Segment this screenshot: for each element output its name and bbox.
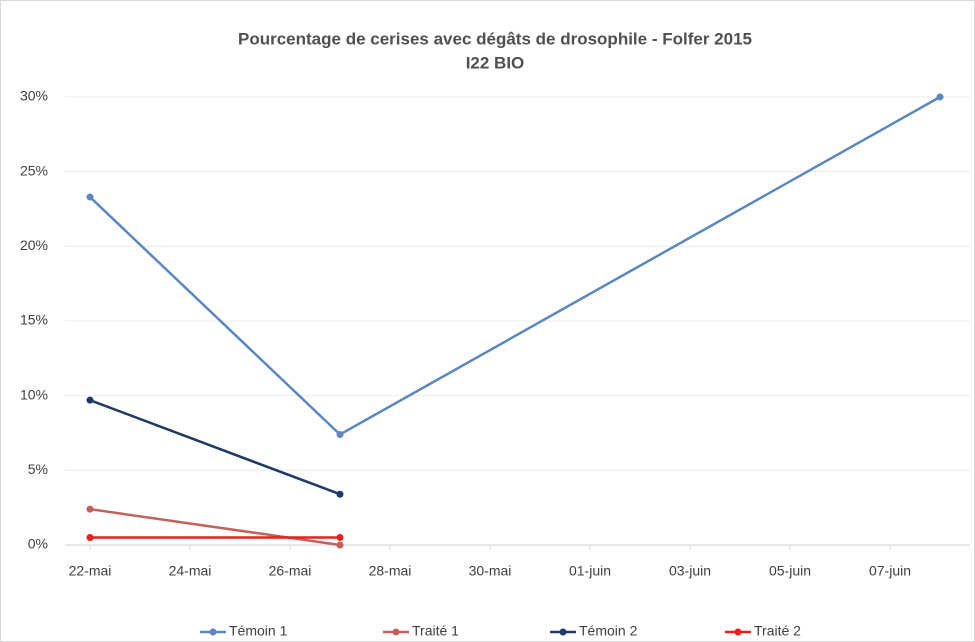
- y-tick-label: 0%: [28, 536, 48, 552]
- series-line: [89, 398, 341, 496]
- x-tick-label: 07-juin: [869, 563, 911, 579]
- data-point: [86, 534, 94, 542]
- y-tick-label: 25%: [20, 162, 48, 178]
- y-tick-label: 15%: [20, 312, 48, 328]
- data-point: [86, 396, 94, 404]
- x-tick-label: 22-mai: [69, 563, 112, 579]
- x-tick-label: 24-mai: [169, 563, 212, 579]
- y-tick-label: 5%: [28, 461, 48, 477]
- data-point: [86, 193, 94, 201]
- data-point: [336, 534, 344, 542]
- legend-marker: [392, 628, 400, 636]
- chart-subtitle: I22 BIO: [466, 53, 525, 72]
- legend-marker: [734, 628, 742, 636]
- data-point: [336, 430, 344, 438]
- x-tick-label: 26-mai: [269, 563, 312, 579]
- x-tick-label: 30-mai: [469, 563, 512, 579]
- legend-label: Traité 2: [754, 623, 801, 639]
- y-tick-label: 30%: [20, 88, 48, 104]
- data-point: [336, 541, 344, 549]
- series-line: [89, 507, 341, 547]
- x-tick-label: 05-juin: [769, 563, 811, 579]
- legend-label: Témoin 1: [229, 623, 288, 639]
- legend-marker: [209, 628, 217, 636]
- data-point: [936, 93, 944, 101]
- y-tick-label: 20%: [20, 237, 48, 253]
- legend-marker: [559, 628, 567, 636]
- y-tick-label: 10%: [20, 386, 48, 402]
- legend-label: Témoin 2: [579, 623, 638, 639]
- data-point: [86, 505, 94, 513]
- chart-title: Pourcentage de cerises avec dégâts de dr…: [238, 29, 752, 48]
- x-tick-label: 28-mai: [369, 563, 412, 579]
- x-tick-label: 03-juin: [669, 563, 711, 579]
- legend-label: Traité 1: [412, 623, 459, 639]
- x-tick-label: 01-juin: [569, 563, 611, 579]
- data-point: [336, 490, 344, 498]
